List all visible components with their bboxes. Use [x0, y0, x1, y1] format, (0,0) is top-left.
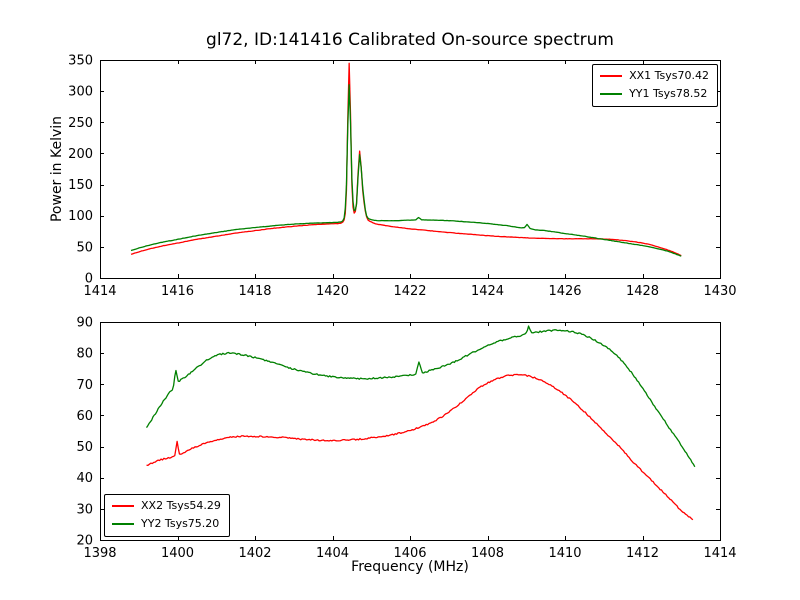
y-tick-label: 40	[76, 471, 93, 486]
series-line-YY2	[145, 325, 696, 468]
x-tick-label: 1400	[161, 546, 194, 561]
green-line-sample	[600, 93, 623, 96]
y-tick-label: 50	[76, 240, 93, 255]
legend-upper-right: XX1 Tsys70.42 YY1 Tsys78.52	[592, 64, 718, 107]
legend-entry-xx1: XX1 Tsys70.42	[600, 69, 709, 83]
chart-title: gl72, ID:141416 Calibrated On-source spe…	[206, 30, 614, 50]
x-tick-label: 1418	[238, 284, 271, 299]
legend-entry-xx2: XX2 Tsys54.29	[112, 499, 221, 513]
y-tick-label: 90	[76, 316, 93, 331]
y-tick-label: 70	[76, 378, 93, 393]
legend-label-xx2: XX2 Tsys54.29	[141, 499, 221, 512]
y-tick-label: 0	[85, 272, 93, 287]
x-tick-label: 1406	[393, 546, 426, 561]
y-tick-label: 60	[76, 409, 93, 424]
x-tick-label: 1410	[548, 546, 581, 561]
legend-entry-yy2: YY2 Tsys75.20	[112, 517, 221, 531]
x-tick-label: 1426	[548, 284, 581, 299]
x-tick-label: 1420	[316, 284, 349, 299]
y-tick-label: 250	[68, 116, 93, 131]
x-tick-label: 1412	[626, 546, 659, 561]
x-tick-label: 1422	[393, 284, 426, 299]
y-tick-label: 200	[68, 147, 93, 162]
x-tick-label: 1404	[316, 546, 349, 561]
series-line-YY1	[130, 84, 682, 257]
y-tick-label: 50	[76, 440, 93, 455]
legend-label-yy2: YY2 Tsys75.20	[141, 517, 220, 531]
red-line-sample	[600, 75, 623, 78]
x-tick-label: 1428	[626, 284, 659, 299]
y-tick-label: 30	[76, 502, 93, 517]
green-line-sample	[112, 523, 134, 526]
x-axis-label: Frequency (MHz)	[351, 559, 469, 575]
red-line-sample	[112, 505, 134, 508]
x-tick-label: 1414	[703, 546, 736, 561]
series-line-XX2	[146, 373, 694, 521]
y-tick-label: 100	[68, 209, 93, 224]
x-tick-label: 1402	[238, 546, 271, 561]
x-tick-label: 1416	[161, 284, 194, 299]
legend-entry-yy1: YY1 Tsys78.52	[600, 87, 709, 101]
y-tick-label: 150	[68, 178, 93, 193]
legend-lower-left: XX2 Tsys54.29 YY2 Tsys75.20	[104, 494, 230, 537]
x-tick-label: 1414	[83, 284, 116, 299]
x-tick-label: 1430	[703, 284, 736, 299]
y-tick-label: 350	[68, 54, 93, 69]
series-line-XX1	[130, 62, 682, 257]
x-tick-label: 1398	[83, 546, 116, 561]
y-tick-label: 80	[76, 347, 93, 362]
x-tick-label: 1424	[471, 284, 504, 299]
y-axis-label: Power in Kelvin	[49, 115, 65, 223]
x-tick-label: 1408	[471, 546, 504, 561]
y-tick-label: 300	[68, 85, 93, 100]
legend-label-xx1: XX1 Tsys70.42	[629, 69, 709, 82]
legend-label-yy1: YY1 Tsys78.52	[629, 87, 708, 101]
y-tick-label: 20	[76, 534, 93, 549]
